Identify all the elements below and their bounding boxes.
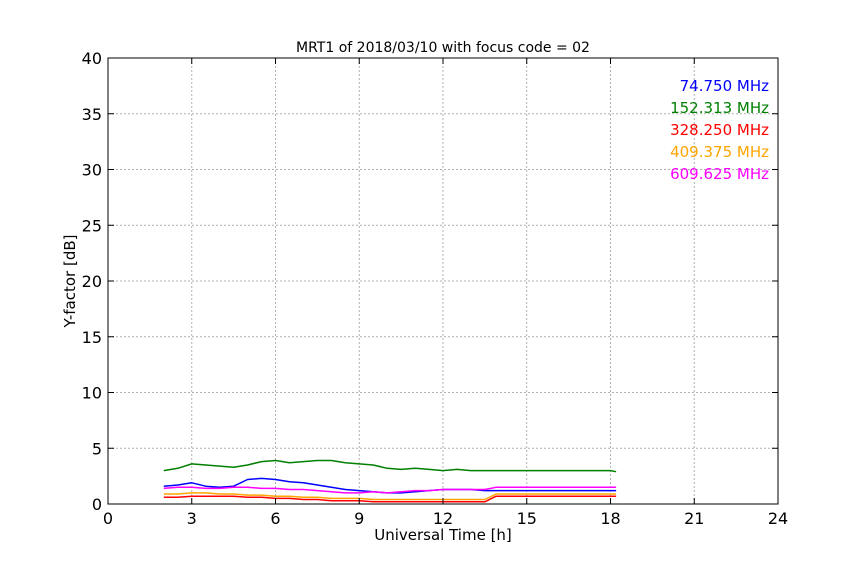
x-tick-label: 0 xyxy=(103,509,113,528)
legend-entry: 152.313 MHz xyxy=(670,99,769,117)
series-line xyxy=(163,495,617,503)
legend-entry: 328.250 MHz xyxy=(670,121,769,139)
y-tick-label: 0 xyxy=(92,495,102,514)
y-tick-label: 15 xyxy=(82,328,102,347)
series-line xyxy=(163,459,617,473)
x-tick-label: 24 xyxy=(768,509,788,528)
x-tick-label: 3 xyxy=(187,509,197,528)
y-tick-label: 5 xyxy=(92,439,102,458)
x-axis-label: Universal Time [h] xyxy=(374,526,512,544)
legend: 74.750 MHz 152.313 MHz 328.250 MHz 409.375 … xyxy=(670,77,769,183)
y-tick-label: 40 xyxy=(82,49,102,68)
series-layer xyxy=(163,459,617,503)
y-tick-label: 10 xyxy=(82,384,102,403)
x-tick-label: 6 xyxy=(270,509,280,528)
axis-ticks: 0 3 6 9 12 15 18 21 24 0 5 10 15 20 25 30 35 40 xyxy=(82,49,789,528)
x-tick-label: 15 xyxy=(517,509,537,528)
y-tick-label: 25 xyxy=(82,216,102,235)
series-line xyxy=(163,486,617,494)
y-tick-label: 35 xyxy=(82,105,102,124)
x-tick-label: 18 xyxy=(600,509,620,528)
x-tick-label: 9 xyxy=(354,509,364,528)
y-axis-label: Y-factor [dB] xyxy=(61,234,79,328)
plot-area xyxy=(108,58,778,504)
chart-title: MRT1 of 2018/03/10 with focus code = 02 xyxy=(296,40,590,56)
y-tick-label: 30 xyxy=(82,161,102,180)
legend-entry: 409.375 MHz xyxy=(670,143,769,161)
legend-entry: 74.750 MHz xyxy=(680,77,769,95)
series-line xyxy=(163,492,617,501)
legend-entry: 609.625 MHz xyxy=(670,165,769,183)
x-tick-label: 21 xyxy=(684,509,704,528)
y-tick-label: 20 xyxy=(82,272,102,291)
x-tick-label: 12 xyxy=(433,509,453,528)
